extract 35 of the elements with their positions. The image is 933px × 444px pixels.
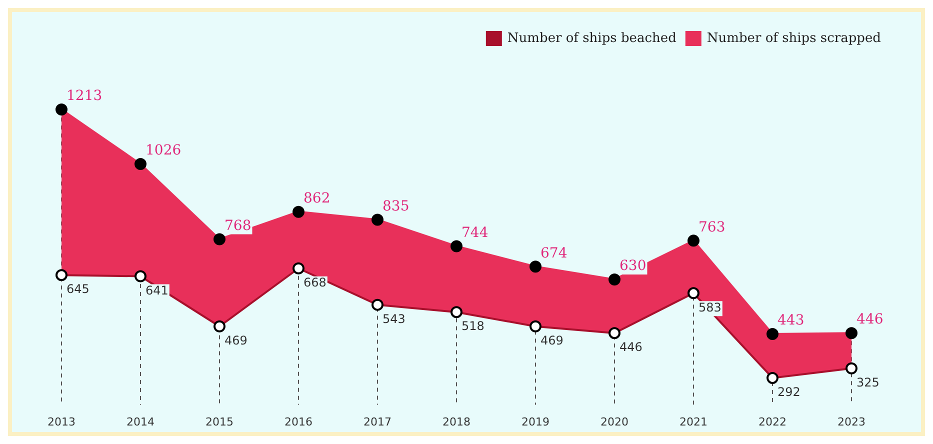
x-tick-label: 2020 bbox=[600, 415, 628, 428]
x-tick-label: 2016 bbox=[284, 415, 312, 428]
x-tick-label: 2017 bbox=[364, 415, 392, 428]
data-label: 645 bbox=[66, 282, 90, 296]
x-tick-label: 2013 bbox=[48, 415, 76, 428]
data-label: 583 bbox=[698, 300, 722, 314]
data-label: 543 bbox=[382, 312, 406, 326]
data-label: 443 bbox=[778, 312, 804, 329]
data-label: 668 bbox=[304, 276, 326, 290]
x-tick-label: 2022 bbox=[758, 415, 786, 428]
data-label: 763 bbox=[698, 219, 726, 236]
data-label: 469 bbox=[224, 334, 248, 348]
data-label: 630 bbox=[620, 258, 646, 274]
x-tick-label: 2014 bbox=[126, 415, 154, 428]
data-label: 292 bbox=[778, 385, 800, 400]
x-tick-label: 2023 bbox=[838, 415, 866, 428]
x-tick-label: 2019 bbox=[522, 415, 550, 428]
data-label: 469 bbox=[540, 334, 564, 348]
data-label: 768 bbox=[224, 218, 252, 234]
data-label: 1213 bbox=[66, 88, 102, 104]
data-label: 446 bbox=[620, 340, 642, 354]
data-label: 1026 bbox=[146, 142, 182, 159]
data-label: 744 bbox=[462, 224, 488, 241]
legend-label: Number of ships scrapped bbox=[706, 30, 882, 46]
data-label: 674 bbox=[540, 245, 568, 262]
data-label: 446 bbox=[856, 312, 884, 328]
data-label: 862 bbox=[304, 190, 330, 206]
data-label: 518 bbox=[462, 319, 484, 334]
data-label: 641 bbox=[146, 283, 168, 298]
legend-label: Number of ships beached bbox=[507, 30, 676, 46]
x-tick-label: 2018 bbox=[442, 415, 470, 428]
x-tick-label: 2015 bbox=[206, 415, 234, 428]
x-tick-label: 2021 bbox=[680, 415, 708, 428]
data-label: 835 bbox=[382, 198, 410, 214]
data-label: 325 bbox=[856, 375, 880, 390]
